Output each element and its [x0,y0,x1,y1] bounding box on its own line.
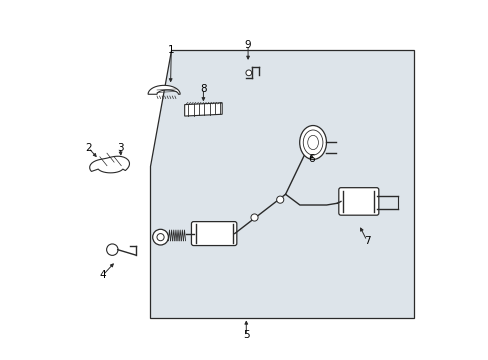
Polygon shape [149,50,413,318]
Text: 3: 3 [117,143,123,153]
Text: 5: 5 [243,330,249,341]
Polygon shape [148,85,180,94]
Ellipse shape [303,130,322,155]
Circle shape [106,244,118,255]
Text: 8: 8 [200,84,206,94]
Text: 4: 4 [99,270,106,280]
Ellipse shape [299,126,326,159]
Circle shape [152,229,168,245]
Polygon shape [89,156,129,173]
Circle shape [245,70,251,76]
Polygon shape [184,103,222,116]
Text: 7: 7 [363,236,369,246]
FancyBboxPatch shape [191,222,236,246]
Text: 1: 1 [167,45,174,55]
FancyBboxPatch shape [338,188,378,215]
Text: 6: 6 [308,154,314,164]
Circle shape [276,196,283,203]
Circle shape [250,214,258,221]
Text: 9: 9 [244,40,251,50]
Text: 2: 2 [85,143,92,153]
Ellipse shape [307,135,318,150]
Circle shape [157,234,164,241]
